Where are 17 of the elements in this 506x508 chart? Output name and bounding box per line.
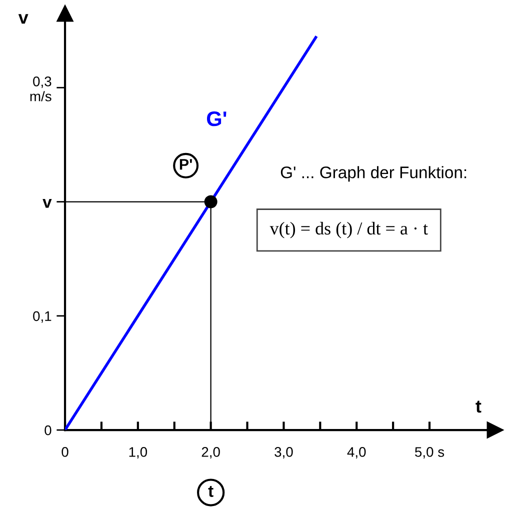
x-tick-label: 0 — [62, 447, 68, 457]
x-tick-label: 4,0 — [347, 447, 366, 459]
x-tick-label: 1,0 — [129, 447, 148, 459]
y-tick-label: 0,3 m/s — [30, 76, 52, 102]
annotation: v(t) = ds (t) / dt = a · t — [270, 222, 428, 238]
y-tick-label: 0 — [44, 425, 52, 436]
x-tick-label: 5,0 s — [415, 447, 444, 459]
x-tick-label: 3,0 — [274, 447, 293, 459]
y-axis-title: v — [18, 14, 28, 24]
x-axis-title: t — [476, 400, 482, 413]
x-tick-label: 2,0 — [202, 447, 220, 459]
text: t — [208, 486, 214, 497]
y-tick-label: v — [42, 199, 52, 208]
series-label: G' — [206, 111, 226, 126]
annotation: G' ... Graph der Funktion: — [280, 166, 466, 182]
y-tick-label: 0,1 — [33, 311, 52, 323]
text: P' — [180, 159, 192, 170]
